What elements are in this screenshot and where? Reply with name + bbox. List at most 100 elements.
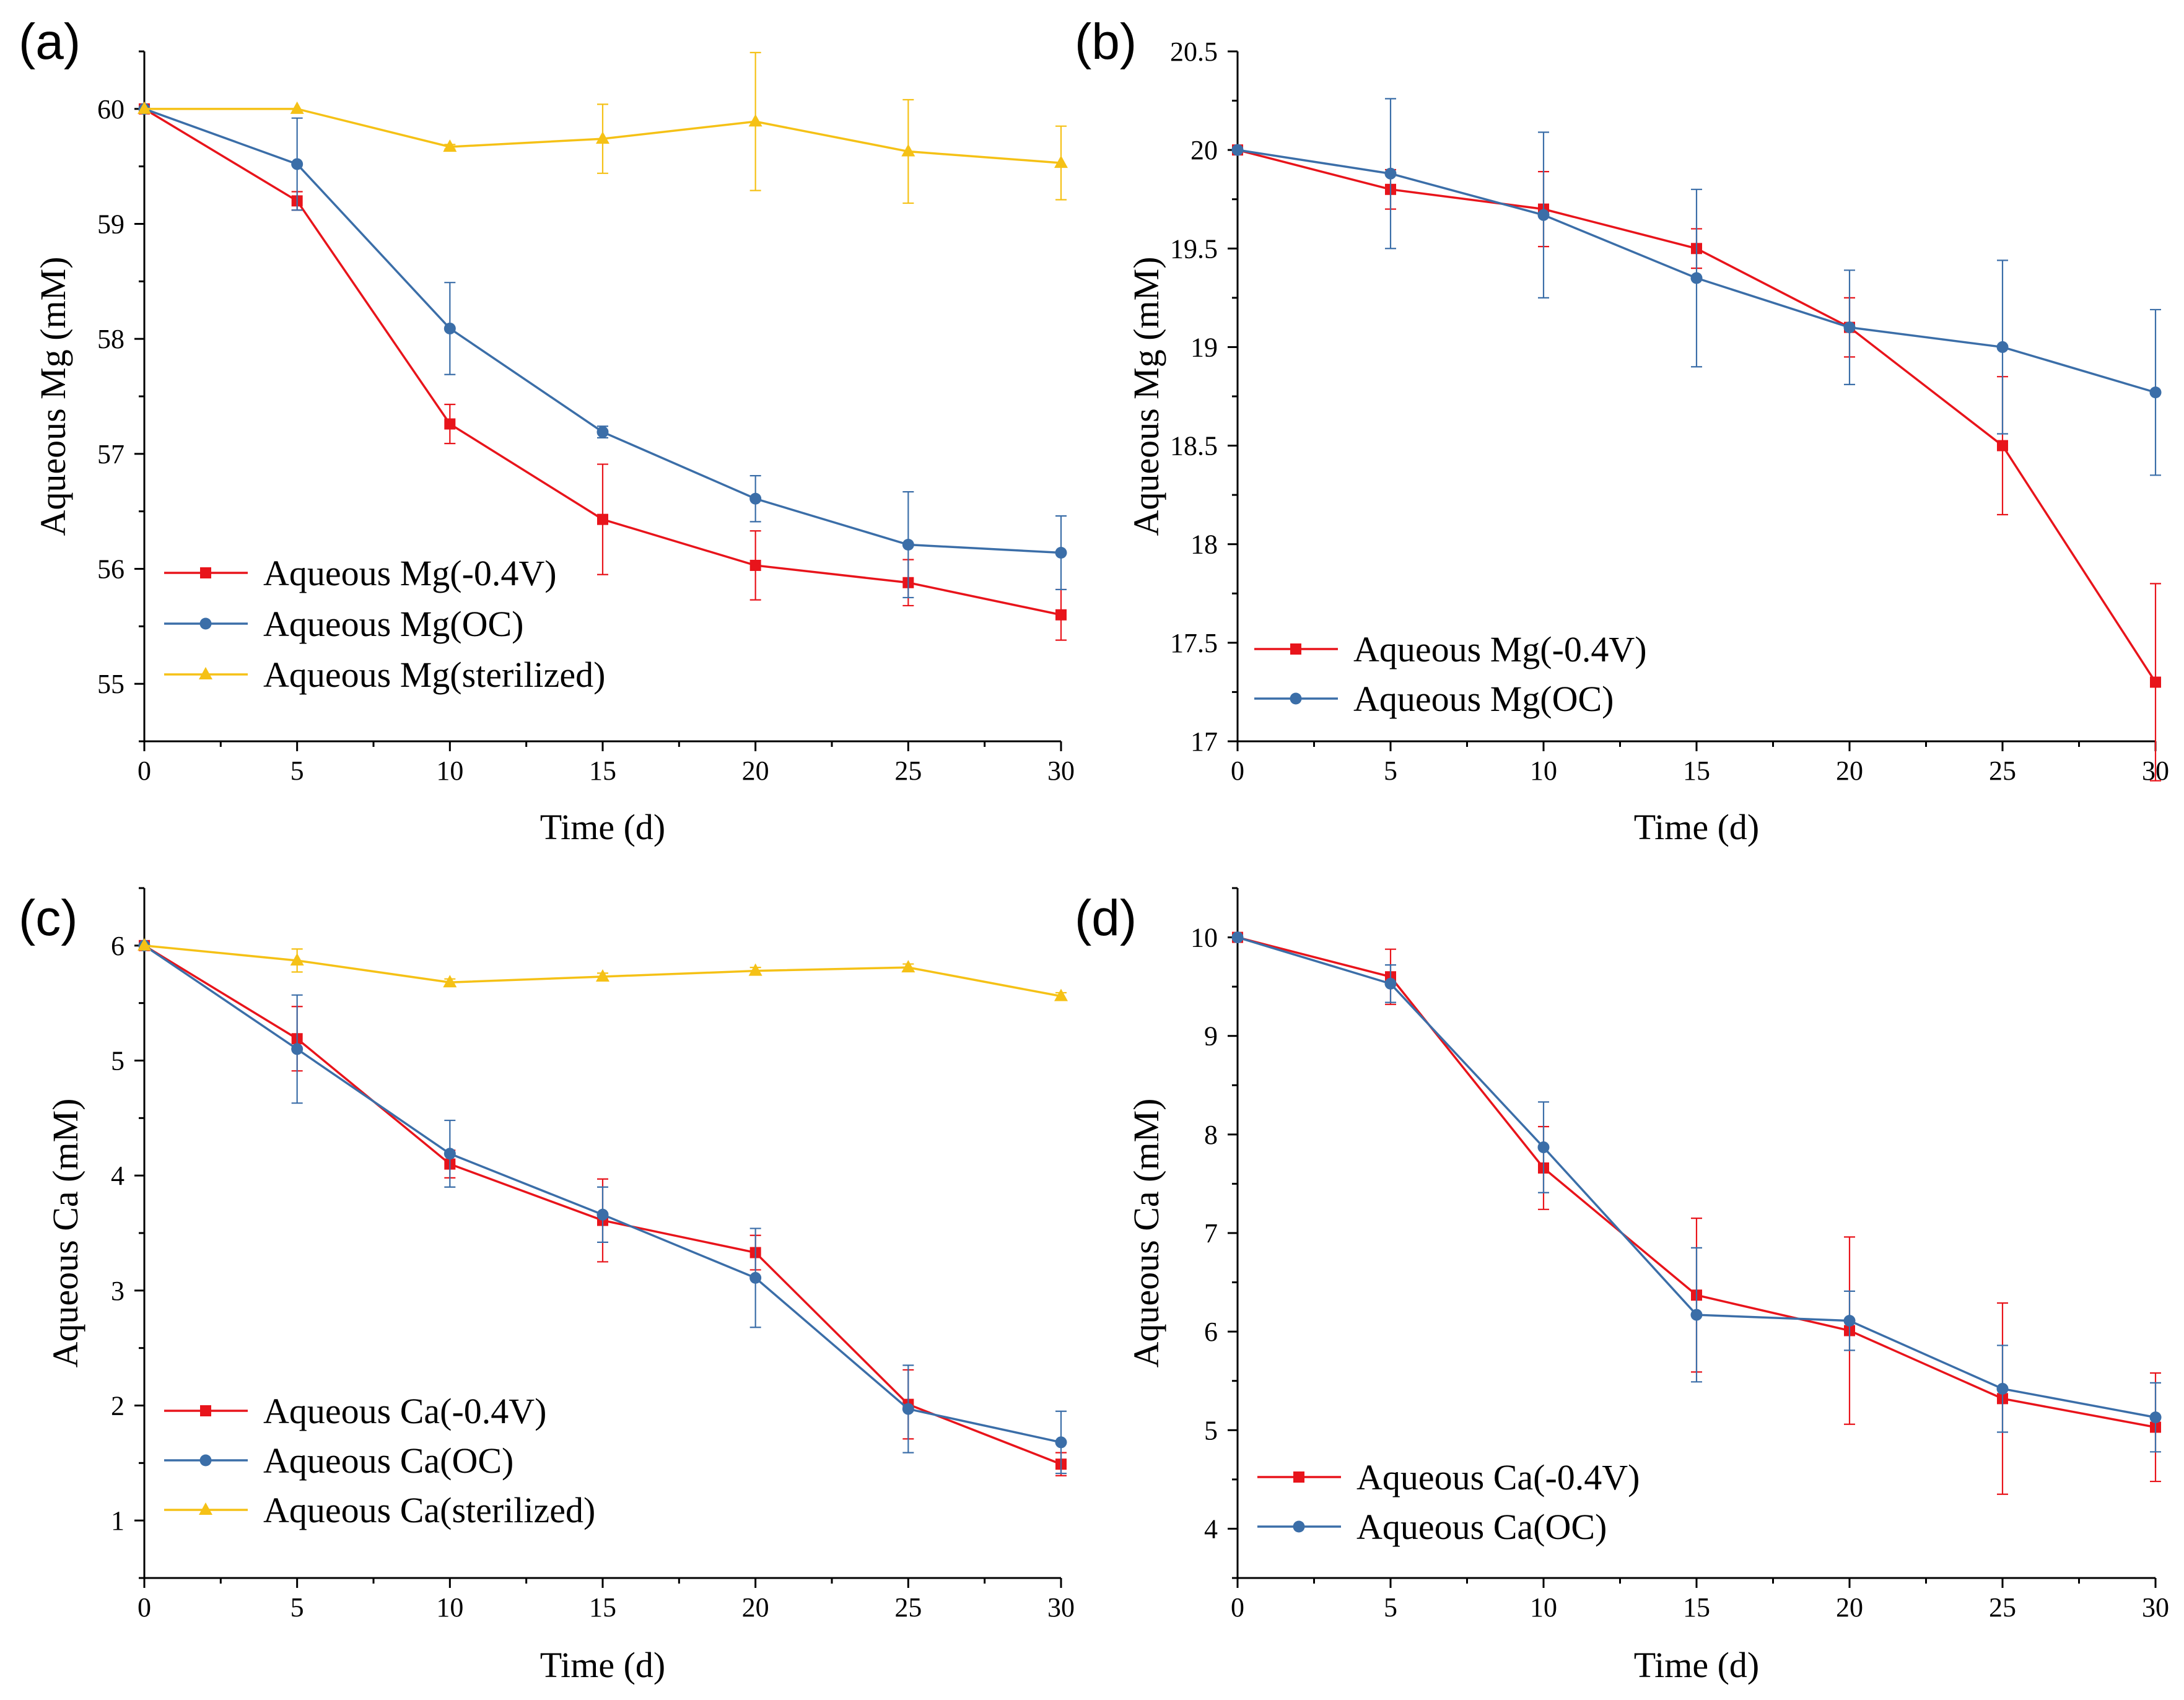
x-axis-title: Time (d) <box>1634 807 1760 847</box>
legend-marker <box>199 1502 212 1515</box>
data-point <box>138 101 151 114</box>
x-tick-label: 10 <box>436 1592 463 1623</box>
panel-label: (d) <box>1075 890 1137 946</box>
x-tick-label: 10 <box>436 756 463 786</box>
panel-c: (c) 0 5 10 15 20 25 30 1 2 3 4 5 6 Time (d) Aqueous Ca … <box>19 887 1075 1685</box>
data-point <box>1055 1436 1067 1449</box>
legend-label: Aqueous Ca(OC) <box>1356 1507 1607 1547</box>
y-tick-label: 1 <box>111 1506 124 1536</box>
x-axis-title: Time (d) <box>540 1645 666 1685</box>
y-tick-label: 20 <box>1190 135 1218 165</box>
x-tick-label: 30 <box>1047 756 1075 786</box>
data-point <box>596 969 609 982</box>
legend-label: Aqueous Ca(sterilized) <box>263 1490 595 1530</box>
x-tick-label: 20 <box>742 756 769 786</box>
data-point <box>444 418 456 430</box>
legend-entry: Aqueous Ca(-0.4V) <box>164 1391 546 1431</box>
data-point <box>291 1043 304 1055</box>
series-Aqueous Ca(OC) <box>138 939 1067 1475</box>
legend-marker <box>199 617 212 630</box>
data-point <box>901 144 915 157</box>
data-point <box>1996 341 2009 353</box>
legend-marker <box>1290 692 1302 705</box>
data-point <box>749 492 762 505</box>
series-Aqueous Mg(sterilized) <box>138 51 1068 204</box>
series-Aqueous Mg(OC) <box>1231 98 2162 476</box>
series-Aqueous Ca(OC) <box>1231 931 2162 1453</box>
legend-entry: Aqueous Mg(OC) <box>164 604 523 644</box>
legend-marker <box>1293 1520 1305 1533</box>
data-point <box>1690 272 1703 284</box>
legend-marker <box>1290 643 1301 655</box>
data-point <box>596 426 609 438</box>
y-tick-label: 6 <box>111 931 124 961</box>
data-point <box>290 952 304 966</box>
x-tick-label: 0 <box>1231 1592 1244 1623</box>
panel-label: (b) <box>1075 14 1137 70</box>
legend-entry: Aqueous Mg(sterilized) <box>164 655 605 695</box>
data-point <box>1843 1315 1856 1327</box>
y-tick-label: 8 <box>1204 1120 1218 1150</box>
data-point <box>596 1208 609 1221</box>
legend-entry: Aqueous Ca(-0.4V) <box>1257 1457 1640 1497</box>
data-point <box>291 158 304 170</box>
x-tick-label: 0 <box>138 1592 151 1623</box>
y-tick-label: 10 <box>1190 923 1218 953</box>
x-tick-label: 30 <box>2142 1592 2169 1623</box>
x-tick-label: 25 <box>1989 1592 2016 1623</box>
y-tick-label: 17 <box>1190 726 1218 757</box>
y-axis-title: Aqueous Ca (mM) <box>45 1099 85 1368</box>
data-point <box>1690 1309 1703 1321</box>
data-point <box>443 322 456 334</box>
legend-entry: Aqueous Ca(OC) <box>1257 1507 1607 1547</box>
legend-label: Aqueous Ca(-0.4V) <box>263 1391 546 1431</box>
data-point <box>1384 167 1397 180</box>
data-point <box>2150 676 2161 688</box>
x-tick-label: 10 <box>1530 756 1557 786</box>
legend-label: Aqueous Mg(OC) <box>263 604 523 644</box>
data-point <box>443 1148 456 1160</box>
legend-label: Aqueous Mg(-0.4V) <box>1353 629 1647 669</box>
data-point <box>2149 386 2162 399</box>
y-tick-label: 3 <box>111 1276 124 1306</box>
legend-marker <box>200 1405 211 1416</box>
y-tick-label: 19.5 <box>1170 233 1218 264</box>
legend-marker <box>199 1454 212 1467</box>
data-point <box>443 975 457 988</box>
y-tick-label: 6 <box>1204 1317 1218 1347</box>
y-tick-label: 19 <box>1190 332 1218 362</box>
series-Aqueous Ca(sterilized) <box>138 938 1068 1001</box>
data-point <box>2149 1411 2162 1424</box>
legend-marker <box>199 667 212 679</box>
panel-label: (a) <box>19 14 81 70</box>
x-tick-label: 25 <box>1989 756 2016 786</box>
data-point <box>1055 609 1067 621</box>
x-tick-label: 20 <box>1836 1592 1863 1623</box>
y-tick-label: 17.5 <box>1170 628 1218 658</box>
y-tick-label: 4 <box>1204 1514 1218 1544</box>
data-point <box>1997 440 2008 451</box>
y-axis-title: Aqueous Mg (mM) <box>1126 256 1166 536</box>
x-tick-label: 5 <box>1384 756 1397 786</box>
x-tick-label: 5 <box>1384 1592 1397 1623</box>
y-tick-label: 7 <box>1204 1218 1218 1249</box>
legend-entry: Aqueous Ca(OC) <box>164 1441 513 1481</box>
data-point <box>1537 1141 1550 1154</box>
panel-d: (d) 0 5 10 15 20 25 30 4 5 6 7 8 9 10 Time (d) Aqueous C… <box>1075 887 2169 1685</box>
data-point <box>749 559 761 571</box>
x-tick-label: 0 <box>138 756 151 786</box>
legend-label: Aqueous Mg(sterilized) <box>263 655 605 695</box>
x-tick-label: 5 <box>290 1592 304 1623</box>
x-tick-label: 15 <box>589 1592 616 1623</box>
x-tick-label: 10 <box>1530 1592 1557 1623</box>
legend-entry: Aqueous Mg(-0.4V) <box>164 553 557 593</box>
y-tick-label: 18 <box>1190 530 1218 560</box>
y-tick-label: 55 <box>97 669 124 699</box>
x-axis-title: Time (d) <box>1634 1645 1760 1685</box>
legend-entry: Aqueous Mg(-0.4V) <box>1254 629 1647 669</box>
panel-label: (c) <box>19 890 78 946</box>
data-point <box>748 114 762 127</box>
data-point <box>1054 155 1068 168</box>
y-tick-label: 59 <box>97 209 124 240</box>
data-point <box>290 101 304 114</box>
